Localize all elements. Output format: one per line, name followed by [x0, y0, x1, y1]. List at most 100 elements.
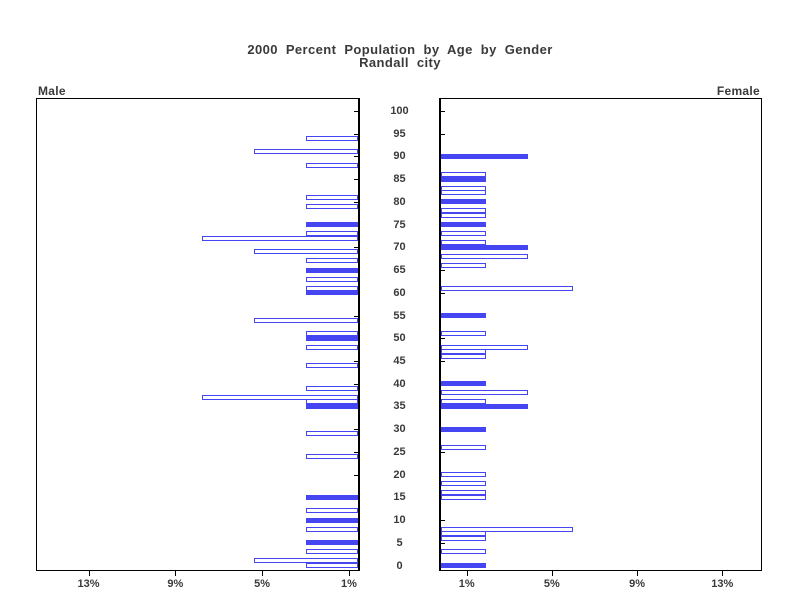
bar-female-age-75	[441, 222, 486, 228]
female-pct-axis-tick	[551, 571, 553, 576]
age-axis-label-60: 60	[393, 286, 406, 299]
male-pct-axis-label: 9%	[167, 578, 184, 590]
female-age-axis-tick	[441, 520, 445, 522]
male-age-axis-tick	[354, 315, 358, 317]
bar-female-age-73	[441, 231, 486, 237]
bar-female-age-83	[441, 185, 486, 191]
bar-male-age-61	[305, 285, 358, 291]
bar-female-age-70	[441, 244, 529, 250]
female-age-axis-tick	[441, 338, 445, 340]
age-axis-label-80: 80	[393, 195, 406, 208]
female-pct-axis-tick	[722, 571, 724, 576]
bar-male-age-63	[305, 276, 358, 282]
bar-male-age-75	[305, 222, 358, 228]
bar-male-age-36	[305, 399, 358, 405]
bar-female-age-47	[441, 349, 486, 355]
bar-male-age-8	[305, 526, 358, 532]
age-axis-label-15: 15	[393, 491, 406, 504]
age-axis-label-75: 75	[393, 218, 406, 231]
bar-male-age-79	[305, 203, 358, 209]
bar-male-age-15	[305, 494, 358, 500]
bar-female-age-48	[441, 344, 529, 350]
age-axis-label-35: 35	[393, 400, 406, 413]
bar-male-age-94	[305, 135, 358, 141]
bar-female-age-7	[441, 531, 486, 537]
bar-male-age-65	[305, 267, 358, 273]
bar-male-age-60	[305, 290, 358, 296]
bar-male-age-81	[305, 194, 358, 200]
bar-male-age-39	[305, 385, 358, 391]
bar-female-age-15	[441, 494, 486, 500]
male-age-axis-tick	[354, 247, 358, 249]
bar-female-age-82	[441, 190, 486, 196]
female-age-axis-tick	[441, 542, 445, 544]
age-axis-label-90: 90	[393, 150, 406, 163]
bar-male-age-88	[305, 163, 358, 169]
age-axis-label-85: 85	[393, 173, 406, 186]
female-panel	[439, 98, 762, 571]
bar-male-age-73	[305, 231, 358, 237]
female-pct-axis-label: 13%	[711, 578, 734, 590]
female-age-axis-tick	[441, 111, 445, 112]
female-pct-axis-tick	[466, 571, 468, 576]
male-age-axis-tick	[354, 111, 358, 112]
age-axis-label-25: 25	[393, 445, 406, 458]
age-axis-label-5: 5	[396, 536, 403, 549]
bar-female-age-61	[441, 285, 574, 291]
male-age-axis-tick	[354, 201, 358, 203]
chart-subtitle: Randall city	[359, 55, 441, 70]
bar-female-age-51	[441, 331, 486, 337]
bar-female-age-71	[441, 240, 486, 246]
age-axis-label-95: 95	[393, 127, 406, 140]
male-pct-axis-tick	[88, 571, 90, 576]
bar-female-age-35	[441, 403, 529, 409]
male-pct-axis-tick	[348, 571, 350, 576]
age-axis-label-45: 45	[393, 354, 406, 367]
bar-female-age-38	[441, 390, 529, 396]
male-pct-axis-label: 5%	[254, 578, 271, 590]
bar-female-age-6	[441, 535, 486, 541]
female-pct-axis-label: 1%	[458, 578, 475, 590]
male-age-axis-tick	[354, 383, 358, 385]
bar-male-age-91	[253, 149, 358, 155]
bar-male-age-35	[305, 403, 358, 409]
age-axis-label-70: 70	[393, 241, 406, 254]
female-age-axis-tick	[441, 270, 445, 272]
bar-female-age-55	[441, 313, 486, 319]
bar-male-age-24	[305, 453, 358, 459]
bar-female-age-0	[441, 563, 486, 568]
female-pct-axis-label: 9%	[629, 578, 646, 590]
age-axis-label-30: 30	[393, 423, 406, 436]
female-panel-label: Female	[716, 84, 760, 98]
bar-male-age-10	[305, 517, 358, 523]
bar-male-age-48	[305, 344, 358, 350]
bar-male-age-3	[305, 549, 358, 555]
bar-female-age-40	[441, 381, 486, 387]
bar-female-age-66	[441, 263, 486, 269]
bar-female-age-8	[441, 526, 574, 532]
age-axis-label-65: 65	[393, 264, 406, 277]
age-axis-label-55: 55	[393, 309, 406, 322]
female-age-axis-tick	[441, 133, 445, 135]
female-pct-axis-tick	[637, 571, 639, 576]
female-age-axis-tick	[441, 360, 445, 362]
male-panel-label: Male	[38, 84, 66, 98]
bar-female-age-68	[441, 253, 529, 259]
male-pct-axis-label: 13%	[77, 578, 100, 590]
age-axis-label-40: 40	[393, 377, 406, 390]
bar-female-age-85	[441, 176, 486, 182]
bar-male-age-12	[305, 508, 358, 514]
bar-male-age-69	[253, 249, 358, 255]
bar-female-age-36	[441, 399, 486, 405]
bar-male-age-29	[305, 431, 358, 437]
bar-female-age-16	[441, 490, 486, 496]
age-axis-label-50: 50	[393, 332, 406, 345]
bar-male-age-51	[305, 331, 358, 337]
bar-male-age-50	[305, 335, 358, 341]
male-age-axis-tick	[354, 360, 358, 362]
male-age-axis-tick	[354, 474, 358, 476]
age-axis-label-100: 100	[390, 105, 409, 117]
bar-female-age-90	[441, 153, 529, 159]
bar-female-age-86	[441, 172, 486, 178]
